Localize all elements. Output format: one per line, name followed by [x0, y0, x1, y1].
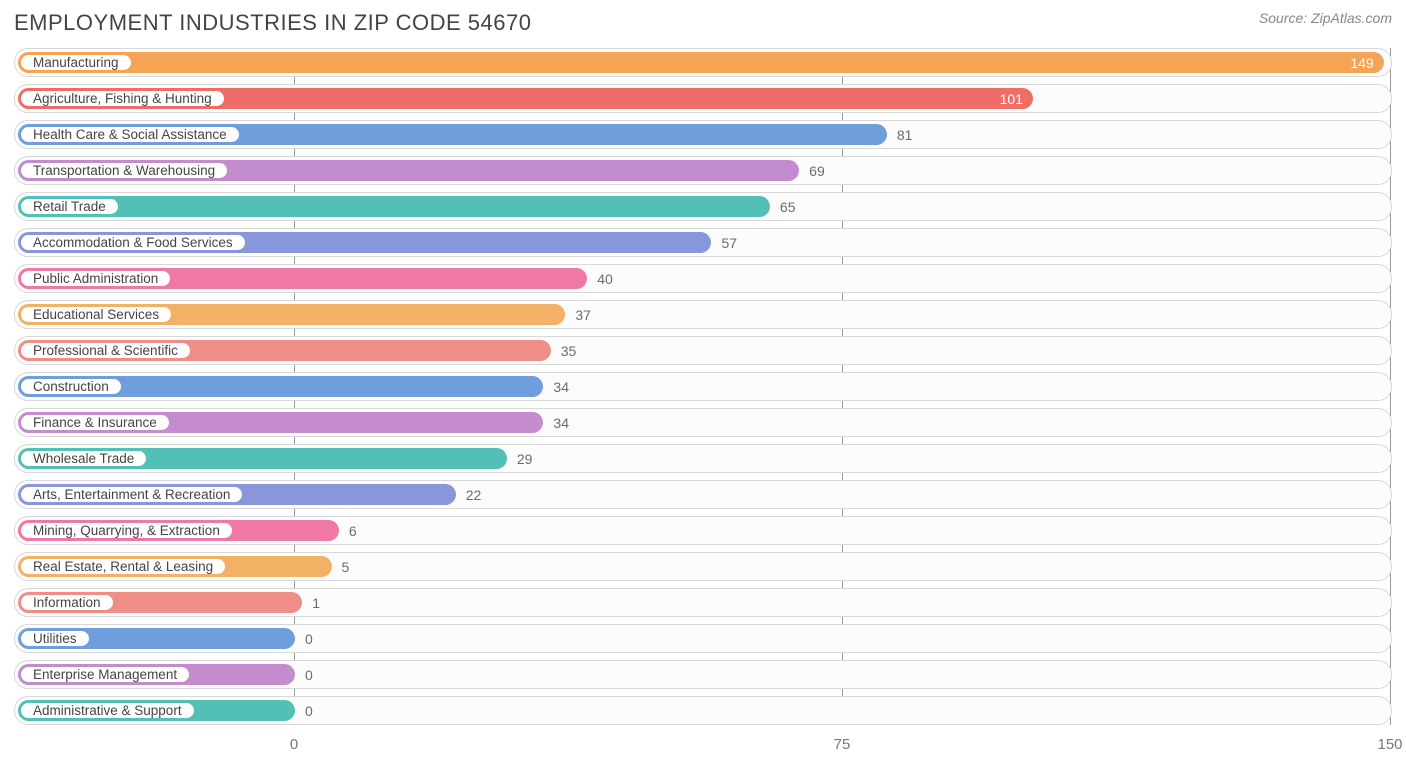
bar-row: Wholesale Trade 29	[14, 444, 1392, 473]
x-axis-tick-label: 150	[1377, 736, 1402, 753]
chart-header: EMPLOYMENT INDUSTRIES IN ZIP CODE 54670 …	[14, 10, 1392, 36]
bar-label-pill: Mining, Quarrying, & Extraction	[19, 521, 234, 540]
bar-value: 0	[305, 625, 313, 652]
bar-value: 5	[342, 553, 350, 580]
bar-row: Transportation & Warehousing 69	[14, 156, 1392, 185]
bar-row: Utilities 0	[14, 624, 1392, 653]
x-axis: 075150	[14, 732, 1392, 758]
bar-label-pill: Finance & Insurance	[19, 413, 171, 432]
bar-row: Arts, Entertainment & Recreation 22	[14, 480, 1392, 509]
bar-row: Public Administration 40	[14, 264, 1392, 293]
x-axis-tick-label: 0	[290, 736, 298, 753]
bar-value: 29	[517, 445, 533, 472]
chart-title: EMPLOYMENT INDUSTRIES IN ZIP CODE 54670	[14, 10, 532, 36]
chart-source: Source: ZipAtlas.com	[1259, 10, 1392, 26]
bar-value: 1	[312, 589, 320, 616]
bar-value: 6	[349, 517, 357, 544]
bar-label-pill: Public Administration	[19, 269, 172, 288]
bar-row: Retail Trade 65	[14, 192, 1392, 221]
bar-row: Administrative & Support 0	[14, 696, 1392, 725]
bar-label-pill: Utilities	[19, 629, 91, 648]
bar-value: 34	[553, 409, 569, 436]
bar-row: Real Estate, Rental & Leasing 5	[14, 552, 1392, 581]
source-label: Source:	[1259, 10, 1307, 26]
bar-value: 101	[1000, 91, 1023, 107]
bar-row: Professional & Scientific 35	[14, 336, 1392, 365]
bar-label-pill: Real Estate, Rental & Leasing	[19, 557, 227, 576]
bar-row: Construction 34	[14, 372, 1392, 401]
bar-label-pill: Arts, Entertainment & Recreation	[19, 485, 244, 504]
bar-label-pill: Administrative & Support	[19, 701, 196, 720]
bar-label-pill: Information	[19, 593, 115, 612]
bar-value: 35	[561, 337, 577, 364]
bar-label-pill: Agriculture, Fishing & Hunting	[19, 89, 226, 108]
bar-value: 22	[466, 481, 482, 508]
bar-label-pill: Transportation & Warehousing	[19, 161, 229, 180]
bar-row: Finance & Insurance 34	[14, 408, 1392, 437]
bar-label-pill: Enterprise Management	[19, 665, 191, 684]
bar-value: 57	[721, 229, 737, 256]
bar-label-pill: Retail Trade	[19, 197, 120, 216]
bar-value: 0	[305, 661, 313, 688]
bar-value: 69	[809, 157, 825, 184]
bar-value: 40	[597, 265, 613, 292]
bar-value: 0	[305, 697, 313, 724]
bar-value: 37	[575, 301, 591, 328]
bar-label-pill: Construction	[19, 377, 123, 396]
bar-row: Accommodation & Food Services 57	[14, 228, 1392, 257]
bar-row: Mining, Quarrying, & Extraction 6	[14, 516, 1392, 545]
bar: 149	[18, 52, 1384, 73]
bar-row: Health Care & Social Assistance 81	[14, 120, 1392, 149]
bar-value: 65	[780, 193, 796, 220]
bar-label-pill: Manufacturing	[19, 53, 133, 72]
bar-value: 34	[553, 373, 569, 400]
bar-row: Information 1	[14, 588, 1392, 617]
chart-container: 149 Manufacturing 101 Agriculture, Fishing …	[14, 48, 1392, 758]
bar	[18, 196, 770, 217]
bar-row: 149 Manufacturing	[14, 48, 1392, 77]
bar-row: 101 Agriculture, Fishing & Hunting	[14, 84, 1392, 113]
bar-row: Educational Services 37	[14, 300, 1392, 329]
bar-rows: 149 Manufacturing 101 Agriculture, Fishing …	[14, 48, 1392, 725]
bar-value: 81	[897, 121, 913, 148]
bar-label-pill: Educational Services	[19, 305, 173, 324]
bar-value: 149	[1350, 55, 1373, 71]
source-name: ZipAtlas.com	[1311, 10, 1392, 26]
bar-label-pill: Professional & Scientific	[19, 341, 192, 360]
plot-area: 149 Manufacturing 101 Agriculture, Fishing …	[14, 48, 1392, 725]
bar-row: Enterprise Management 0	[14, 660, 1392, 689]
bar-label-pill: Accommodation & Food Services	[19, 233, 247, 252]
x-axis-tick-label: 75	[834, 736, 851, 753]
bar-label-pill: Health Care & Social Assistance	[19, 125, 241, 144]
bar-label-pill: Wholesale Trade	[19, 449, 148, 468]
